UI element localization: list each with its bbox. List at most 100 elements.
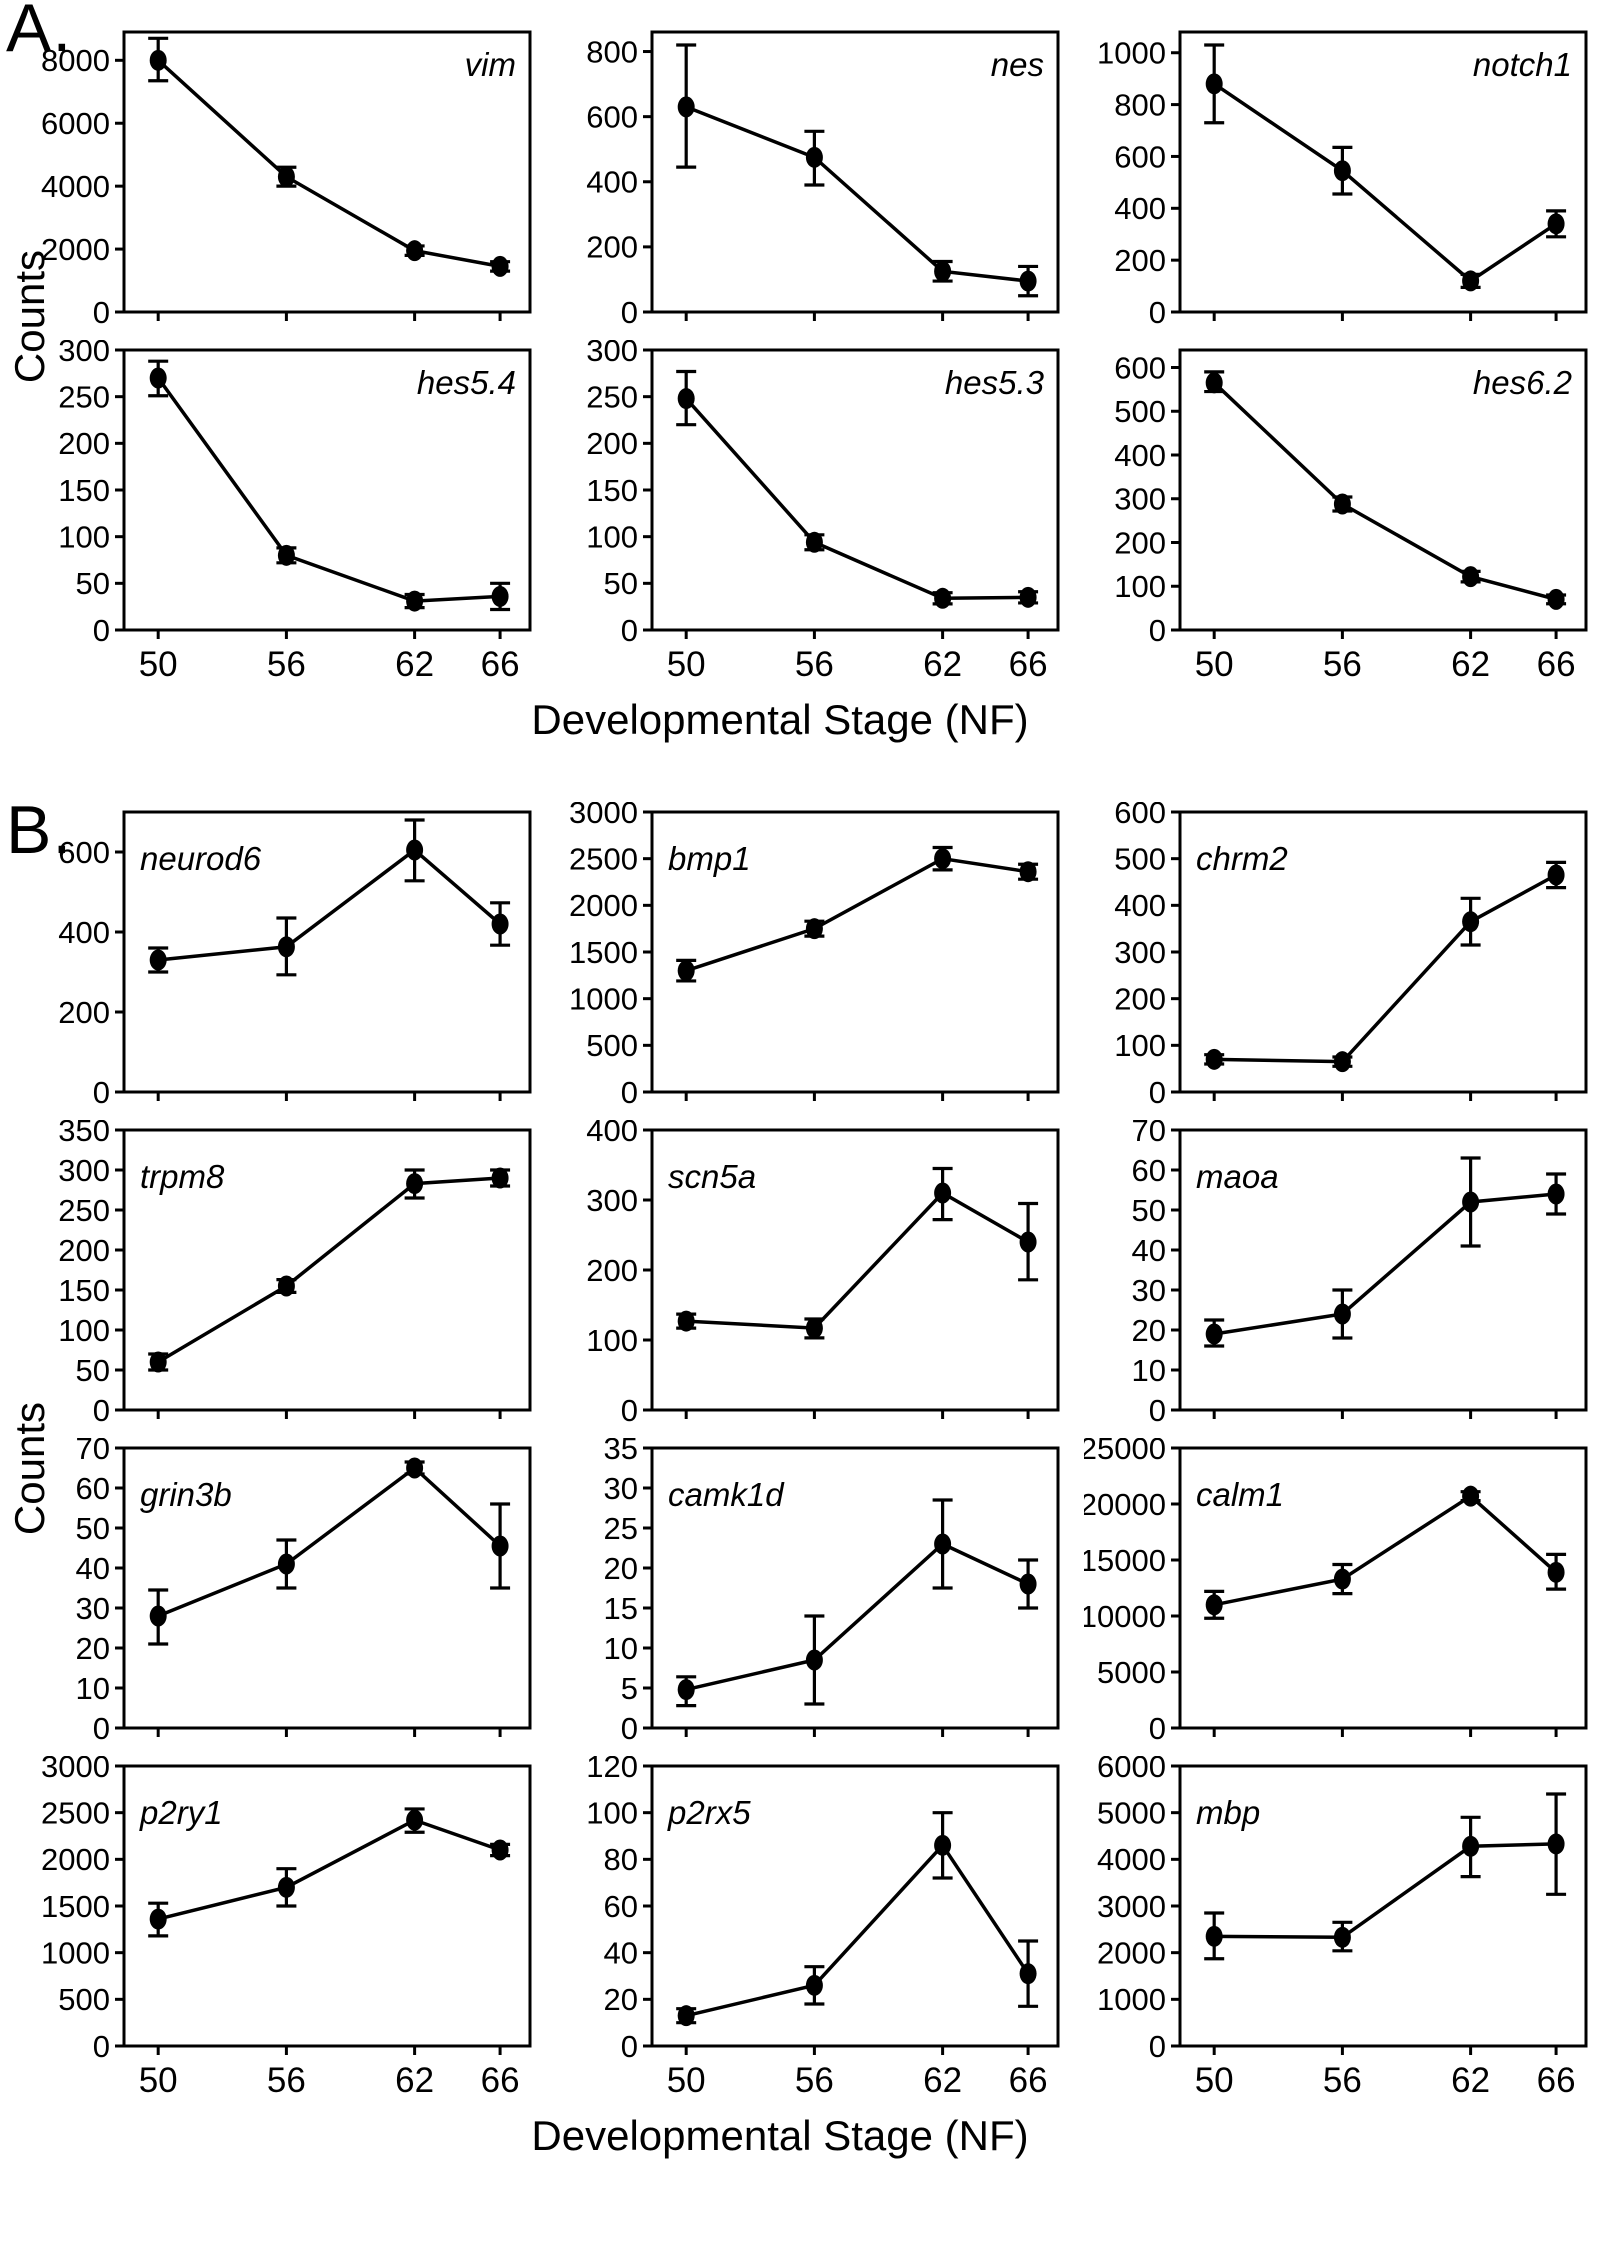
y-tick-label: 35 [604,1438,638,1466]
plot-frame [650,30,1060,314]
subplot-hes5.4: 0 50 100 150 200 250 300 50 56 62 66 hes5.4 [58,340,532,684]
y-tick-label: 0 [93,295,110,326]
data-point [491,255,509,277]
x-tick-label: 50 [1195,2061,1234,2100]
data-line [1212,381,1557,602]
data-point [1547,864,1565,886]
y-tick-label: 5 [621,1671,638,1706]
data-line [685,105,1029,283]
gene-label: hes5.3 [945,364,1045,401]
plot-frame [1178,810,1588,1094]
y-tick-label: 300 [586,340,638,368]
subplot-bmp1: 0 500 1000 1500 2000 2500 3000 bmp1 [569,802,1060,1106]
x-tick-label: 62 [395,645,434,684]
y-tick-label: 400 [58,915,110,950]
y-tick-label: 150 [58,473,110,508]
gene-label: trpm8 [140,1158,225,1195]
subplot-p2rx5: 0 20 40 60 80 100 120 50 56 62 66 p2rx5 [586,1756,1060,2100]
y-tick-label: 250 [58,1193,110,1228]
y-tick-label: 600 [58,835,110,870]
gene-label: hes6.2 [1473,364,1572,401]
y-tick-label: 0 [93,2029,110,2064]
subplot-trpm8: 0 50 100 150 200 250 300 350 trpm8 [58,1120,532,1424]
data-point [934,1533,952,1555]
y-tick-label: 25000 [1084,1438,1166,1466]
panel-a-grid: 0 2000 4000 6000 8000 vim 0 200 400 600 800 nes 0 200… [28,22,1608,692]
data-line [156,376,501,603]
y-tick-label: 100 [58,520,110,555]
data-line [158,847,502,962]
plot-frame [1178,1764,1588,2048]
plot-frame [1178,1446,1588,1730]
data-point [1333,1568,1351,1590]
y-tick-label: 30 [604,1471,638,1506]
data-point [277,936,295,958]
data-point [491,1535,509,1557]
x-tick-label: 56 [795,2061,834,2100]
data-point [677,1310,695,1332]
y-tick-label: 150 [58,1273,110,1308]
y-tick-label: 0 [621,295,638,326]
data-point [491,585,509,607]
subplot-nes: 0 200 400 600 800 nes [586,30,1060,326]
data-line [684,397,1029,601]
y-tick-label: 400 [1114,191,1166,226]
subplot-scn5a: 0 100 200 300 400 scn5a [586,1120,1060,1424]
data-line [157,1818,501,1921]
data-line [685,856,1029,973]
data-point [277,1275,295,1297]
subplot-hes5.3: 0 50 100 150 200 250 300 50 56 62 66 hes5.3 [586,340,1060,684]
panel-b-x-axis-title: Developmental Stage (NF) [531,2112,1029,2159]
y-tick-label: 20 [76,1631,110,1666]
y-tick-label: 20 [604,1551,638,1586]
y-tick-label: 300 [1114,935,1166,970]
y-tick-label: 25 [604,1511,638,1546]
plot-frame [122,1764,532,2048]
data-point [406,1457,424,1479]
y-tick-label: 0 [93,613,110,648]
data-point [934,587,952,609]
data-point [805,1974,823,1996]
y-tick-label: 30 [1132,1273,1166,1308]
data-point [491,913,509,935]
y-tick-label: 20000 [1084,1487,1166,1522]
y-tick-label: 200 [58,995,110,1030]
data-line [1214,1842,1557,1940]
data-point [149,1908,167,1930]
data-point [1205,1925,1223,1947]
data-point [1547,1561,1565,1583]
x-tick-label: 56 [1323,2061,1362,2100]
panel-a: A. Counts 0 2000 4000 6000 8000 vim 0 200 400 600… [0,0,1608,744]
data-point [934,1834,952,1856]
data-point [1462,566,1480,588]
y-tick-label: 10000 [1084,1599,1166,1634]
y-tick-label: 10 [1132,1353,1166,1388]
y-tick-label: 6000 [41,106,110,141]
plot-frame [1178,30,1588,314]
y-tick-label: 0 [93,1711,110,1742]
gene-label: maoa [1196,1158,1279,1195]
gene-label: scn5a [668,1158,756,1195]
data-point [1205,372,1223,394]
data-point [805,918,823,940]
gene-label: bmp1 [668,840,751,877]
panel-b-y-axis-title: Counts [6,1402,53,1536]
y-tick-label: 50 [76,1353,110,1388]
y-tick-label: 0 [93,1393,110,1424]
y-tick-label: 300 [586,1183,638,1218]
y-tick-label: 120 [586,1756,638,1784]
y-tick-label: 100 [58,1313,110,1348]
y-tick-label: 200 [1114,525,1166,560]
y-tick-label: 2000 [41,1842,110,1877]
y-tick-label: 200 [58,426,110,461]
plot-frame [650,348,1060,632]
subplot-notch1: 0 200 400 600 800 1000 notch1 [1097,30,1588,326]
y-tick-label: 2500 [569,842,638,877]
plot-frame [122,810,532,1094]
gene-label: chrm2 [1196,840,1288,877]
y-tick-label: 70 [1132,1120,1166,1148]
x-tick-label: 62 [1451,2061,1490,2100]
data-point [677,96,695,118]
y-tick-label: 250 [58,380,110,415]
data-line [685,1541,1029,1692]
